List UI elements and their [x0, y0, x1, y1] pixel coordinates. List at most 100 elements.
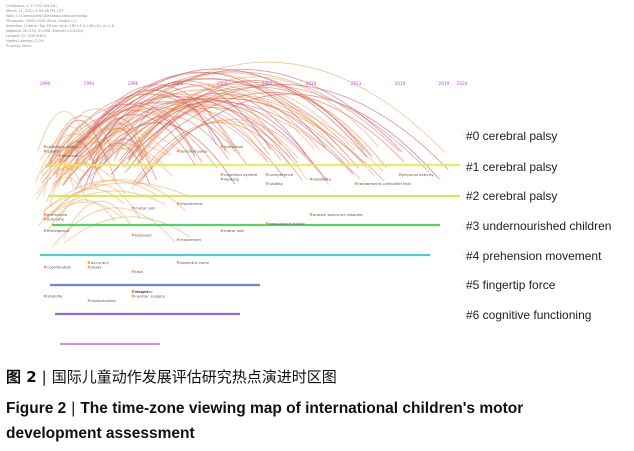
keyword-node [309, 213, 313, 216]
keyword-node [176, 202, 180, 205]
year-tick-label: 1990 [40, 81, 51, 86]
keyword-label: executive function [269, 221, 305, 226]
citation-arc [99, 99, 282, 166]
keyword-node [176, 261, 180, 264]
citation-arc [63, 216, 191, 244]
citation-arc [45, 176, 88, 203]
keyword-label: premature [47, 212, 68, 217]
keyword-node [220, 145, 224, 148]
citation-arc [70, 71, 327, 153]
keyword-node [87, 299, 91, 302]
citation-arc [110, 84, 449, 175]
keyword-label: outcome [47, 217, 65, 222]
keyword-node [220, 229, 224, 232]
caption-chinese: 图 2 | 国际儿童动作发展评估研究热点演进时区图 [6, 367, 337, 387]
citation-arc [64, 124, 98, 153]
citation-arc [63, 72, 344, 157]
keyword-label: physical activity [402, 172, 434, 177]
citation-arc [132, 122, 303, 185]
caption-en-separator: | [71, 400, 76, 417]
cluster-label: #5 fingertip force [466, 278, 556, 292]
header-line: WoS: C:\Users\admin\Desktop\citespace\da… [6, 14, 88, 18]
citation-arc [49, 168, 84, 207]
citation-arc [42, 140, 167, 176]
year-tick-label: 2010 [306, 81, 317, 86]
keyword-label: competence [269, 172, 294, 177]
citation-arc [34, 147, 82, 183]
keyword-node [176, 149, 180, 153]
keyword-nodes: cognitive abilitygrowthbehaviorindividua… [43, 144, 434, 303]
citation-arc [52, 188, 125, 214]
keyword-label: growth [47, 149, 61, 154]
keyword-node [131, 206, 135, 210]
keyword-label: impairment [180, 201, 203, 206]
keyword-label: walking [224, 177, 239, 182]
keyword-label: stability [47, 294, 63, 299]
keyword-label: coordination [47, 265, 72, 270]
keyword-label: behavior [62, 153, 79, 158]
keyword-node [131, 270, 135, 273]
cluster-label: #4 prehension movement [466, 249, 602, 263]
keyword-label: movement [180, 237, 202, 242]
keyword-label: cerebral palsy [180, 149, 208, 154]
keyword-label: accuracy [91, 260, 109, 265]
cluster-timelines [40, 134, 470, 346]
header-line: Timespan: 1990-2020 (Slice Length=1) [6, 19, 77, 23]
citation-arc [43, 182, 189, 211]
keyword-node [87, 265, 91, 269]
keyword-label: autism spectrum disorder [313, 212, 364, 217]
citation-arc [128, 105, 270, 161]
year-tick-label: 1996 [128, 81, 139, 86]
citation-arc [46, 127, 172, 168]
caption-cn-prefix: 图 2 [6, 368, 37, 386]
year-tick-label: 2004 [217, 81, 228, 86]
year-tick-label: 2020 [457, 81, 468, 86]
keyword-node [220, 173, 224, 176]
keyword-node [265, 182, 269, 185]
citation-arc [74, 84, 237, 154]
keyword-label: intelligence [47, 228, 70, 233]
citation-arc [78, 95, 376, 182]
keyword-node [131, 233, 135, 237]
keyword-node [43, 294, 47, 298]
keyword-label: motor skill [135, 206, 155, 211]
citation-arc [48, 108, 142, 166]
citation-arc [41, 101, 286, 184]
keyword-node [131, 294, 135, 298]
keyword-node [354, 182, 358, 185]
keyword-label: complication [91, 298, 116, 303]
cluster-labels: #0 cerebral palsy #1 cerebral palsy #2 cer… [466, 129, 611, 322]
year-tick-label: 1993 [84, 81, 95, 86]
citation-arc [52, 207, 176, 248]
keyword-label: individual [224, 144, 243, 149]
citation-arc [35, 162, 126, 195]
keyword-label: cognition system [224, 172, 258, 177]
citation-arc [48, 103, 203, 168]
cluster-label: #3 undernourished children [466, 219, 611, 233]
citation-arc [136, 93, 440, 185]
keyword-label: cardiac surgery [135, 294, 166, 299]
year-tick-label: 2019 [439, 81, 450, 86]
keyword-label: behavior [135, 233, 152, 238]
caption-english: Figure 2 | The time-zone viewing map of in… [6, 396, 606, 446]
cluster-label: #6 cognitive functioning [466, 308, 591, 322]
keyword-label: delay [91, 265, 102, 270]
year-tick-label: 2016 [395, 81, 406, 86]
citation-arc [54, 126, 87, 152]
citation-arc [128, 104, 291, 171]
keyword-node [265, 222, 269, 225]
citation-arc [46, 199, 116, 232]
cluster-label: #2 cerebral palsy [466, 189, 557, 203]
citation-arcs [34, 61, 449, 248]
citation-arc [53, 78, 360, 174]
keyword-label: cognitive ability [47, 144, 79, 149]
caption-en-prefix: Figure 2 [6, 400, 67, 417]
keyword-node [43, 229, 47, 232]
cluster-label: #1 cerebral palsy [466, 160, 557, 174]
citation-arc [41, 179, 160, 214]
keyword-node [43, 145, 47, 148]
header-line: Largest CC: 206 (88%) [6, 34, 47, 38]
caption-cn-separator: | [41, 368, 47, 386]
citation-arc [58, 183, 141, 221]
keyword-label: randomized controlled trial [358, 181, 411, 186]
